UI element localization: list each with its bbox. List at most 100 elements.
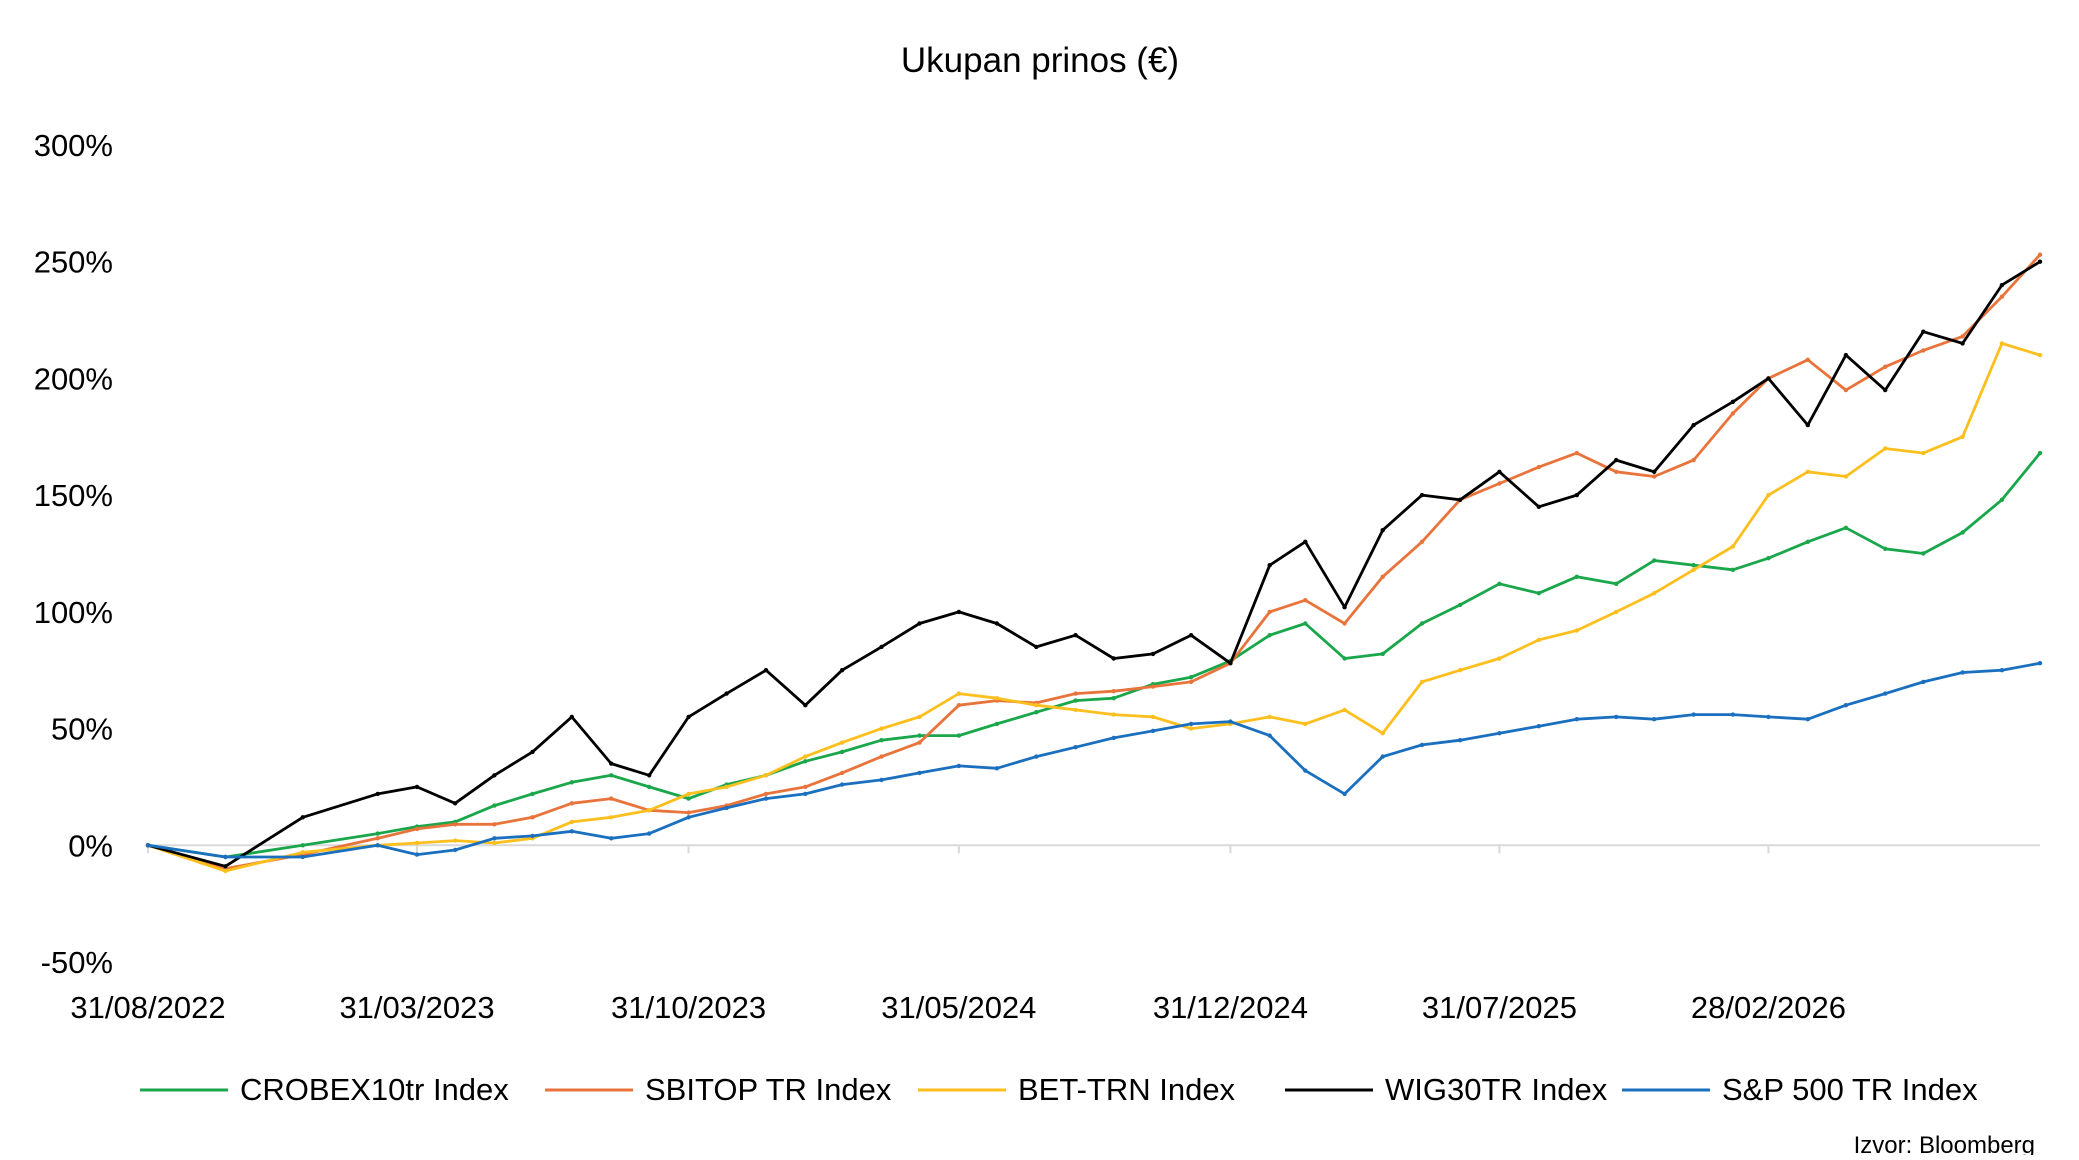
series-point [1766,556,1771,561]
x-tick-label: 31/12/2024 [1153,990,1308,1025]
series-point [1766,714,1771,720]
series-point [1614,714,1619,720]
series-point [1691,563,1696,568]
series-point [1419,539,1425,544]
series-point [1228,719,1233,724]
series-point [1111,689,1116,694]
series-point [1536,591,1542,596]
series-point [1730,567,1736,572]
x-axis-ticks: 31/08/2022 31/03/2023 31/10/2023 31/05/2024… [70,990,1846,1025]
series-point [1960,670,1965,675]
series-point [1883,387,1888,393]
series-point [569,714,574,720]
series-point [1497,731,1502,736]
series-point [994,696,1000,701]
series-point [686,714,691,720]
series-point [1921,551,1926,556]
series-point [1691,457,1696,463]
series-point [647,784,652,790]
series-point [1883,446,1888,451]
series-point [1497,481,1502,486]
series-point [300,843,305,848]
series-point [492,840,497,846]
legend-label: BET-TRN Index [1018,1072,1236,1107]
legend-label: WIG30TR Index [1385,1072,1608,1107]
series-line [146,260,2042,868]
series-point [300,815,305,820]
series-point [2037,352,2043,358]
series-point [1419,492,1425,498]
series-point [1150,728,1156,734]
series-point [1419,621,1425,626]
series-point [492,773,497,778]
series-point [1380,731,1385,736]
series-point [1999,668,2005,673]
series-point [2037,661,2043,666]
series-point [1034,710,1039,715]
series-point [803,754,808,759]
series-point [1614,609,1619,615]
series-point [1652,717,1657,722]
x-tick-label: 31/05/2024 [881,990,1036,1025]
series-point [1188,726,1194,731]
series-point [1999,341,2005,346]
series-point [492,822,497,827]
series-point [647,831,652,836]
series-point [839,740,845,745]
series-point [1883,546,1888,551]
series-point [1614,469,1619,474]
series-point [1960,530,1965,535]
legend-label: CROBEX10tr Index [240,1072,509,1107]
series-point [1921,329,1926,334]
series-point [839,782,845,787]
series-point [879,726,884,731]
source-note: Izvor: Bloomberg [1854,1132,2035,1155]
series-point [1536,464,1542,470]
series-point [1073,707,1078,713]
y-tick-label: 150% [34,478,113,513]
series-point [1111,696,1116,701]
series-point [647,773,652,778]
series-point [1228,661,1233,666]
series-point [763,791,769,797]
series-point [1267,633,1272,638]
series-point [803,784,808,790]
x-tick-label: 31/03/2023 [339,990,494,1025]
series-point [223,864,228,869]
x-tick-label: 31/07/2025 [1422,990,1577,1025]
series-point [917,770,922,776]
series-point [609,815,614,820]
series-point [375,843,380,848]
series-point [1267,714,1272,720]
y-tick-label: 100% [34,595,113,630]
series-point [1457,497,1463,502]
series-point [1999,497,2005,502]
series-point [1034,644,1039,650]
series-point [414,840,420,846]
series-point [1111,656,1116,661]
series-point [1691,422,1696,428]
series-point [1457,738,1463,743]
series-point [1188,721,1194,727]
series-point [569,819,574,825]
series-point [1652,558,1657,563]
series-point [1843,352,1849,358]
series-point [1843,703,1849,708]
series-point [1960,334,1965,339]
series-point [1999,294,2005,299]
series-point [1574,574,1580,579]
series-point [1766,492,1771,498]
series-point [569,829,574,834]
series-point [1342,791,1347,797]
series-point [917,733,922,738]
series-point [609,836,614,841]
series-point [1921,348,1926,353]
series-point [1073,745,1078,750]
series-point [1380,574,1385,579]
series-point [414,826,420,832]
series-lines [145,252,2043,874]
y-tick-label: 250% [34,245,113,280]
series-point [1188,679,1194,685]
series-point [1419,679,1425,685]
